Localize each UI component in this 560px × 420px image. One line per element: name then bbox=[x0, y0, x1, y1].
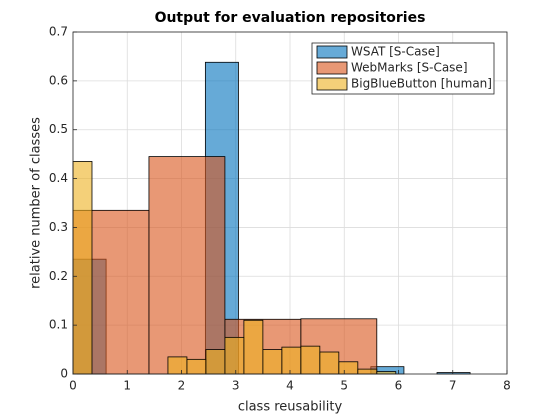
bar bbox=[319, 351, 340, 375]
x-tick-label: 2 bbox=[178, 379, 186, 393]
bar bbox=[243, 319, 264, 375]
bar bbox=[338, 361, 359, 375]
legend-swatch bbox=[316, 77, 348, 91]
x-tick-label: 1 bbox=[123, 379, 131, 393]
y-tick-label: 0.2 bbox=[49, 269, 68, 283]
bar bbox=[148, 156, 226, 375]
y-tick-label: 0.4 bbox=[49, 171, 68, 185]
bar bbox=[186, 358, 207, 375]
bar bbox=[205, 349, 226, 375]
bars bbox=[72, 61, 471, 375]
bar bbox=[281, 346, 302, 375]
bar bbox=[167, 356, 188, 375]
legend: WSAT [S-Case] WebMarks [S-Case] BigBlueBut… bbox=[311, 42, 495, 95]
bar bbox=[262, 349, 283, 375]
y-tick-label: 0.5 bbox=[49, 122, 68, 136]
x-tick-label: 6 bbox=[395, 379, 403, 393]
x-tick-label: 7 bbox=[449, 379, 457, 393]
x-tick-label: 5 bbox=[340, 379, 348, 393]
bar bbox=[72, 161, 93, 375]
y-tick-label: 0.7 bbox=[49, 25, 68, 39]
legend-label: BigBlueButton [human] bbox=[351, 77, 492, 91]
legend-label: WSAT [S-Case] bbox=[351, 45, 440, 59]
y-tick-label: 0.1 bbox=[49, 318, 68, 332]
y-tick-label: 0 bbox=[60, 367, 68, 381]
x-axis-label: class reusability bbox=[238, 400, 343, 415]
y-tick-label: 0.6 bbox=[49, 73, 68, 87]
x-tick-label: 8 bbox=[503, 379, 511, 393]
y-axis-label: relative number of classes bbox=[29, 117, 44, 289]
legend-label: WebMarks [S-Case] bbox=[351, 61, 468, 75]
chart-title: Output for evaluation repositories bbox=[155, 10, 426, 26]
x-tick-label: 0 bbox=[69, 379, 77, 393]
y-tick-label: 0.3 bbox=[49, 220, 68, 234]
x-tick-label: 3 bbox=[232, 379, 240, 393]
bar bbox=[300, 345, 321, 375]
bar bbox=[224, 336, 245, 375]
legend-swatch bbox=[316, 45, 348, 59]
legend-swatch bbox=[316, 61, 348, 75]
bar bbox=[357, 368, 378, 375]
x-tick-label: 4 bbox=[286, 379, 294, 393]
